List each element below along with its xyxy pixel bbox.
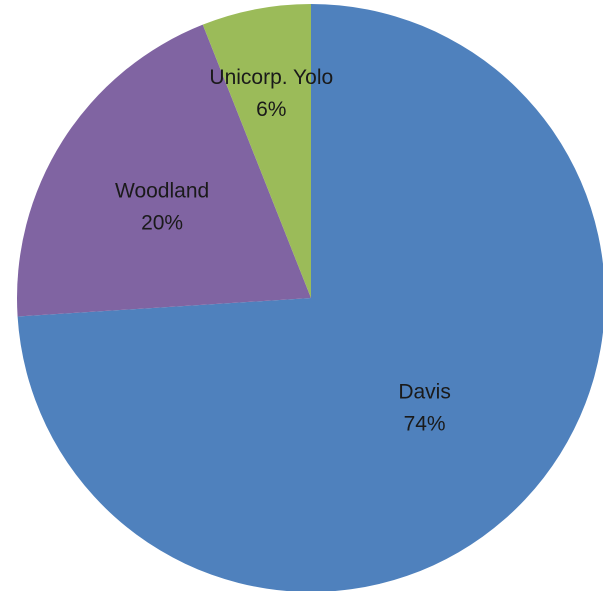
slice-category-label: Davis [398,381,451,404]
pie-slices [17,4,603,591]
pie-slice-woodland [17,24,311,317]
slice-category-label: Unicorp. Yolo [209,66,333,89]
slice-percent-label: 20% [141,212,183,235]
slice-percent-label: 74% [404,413,446,436]
slice-category-label: Woodland [115,180,209,203]
pie-labels: Davis 74% Woodland 20% Unicorp. Yolo 6% [115,66,451,436]
pie-slice-unicorp-yolo [202,4,311,298]
pie-slice-davis [17,4,603,591]
slice-percent-label: 6% [256,98,286,121]
